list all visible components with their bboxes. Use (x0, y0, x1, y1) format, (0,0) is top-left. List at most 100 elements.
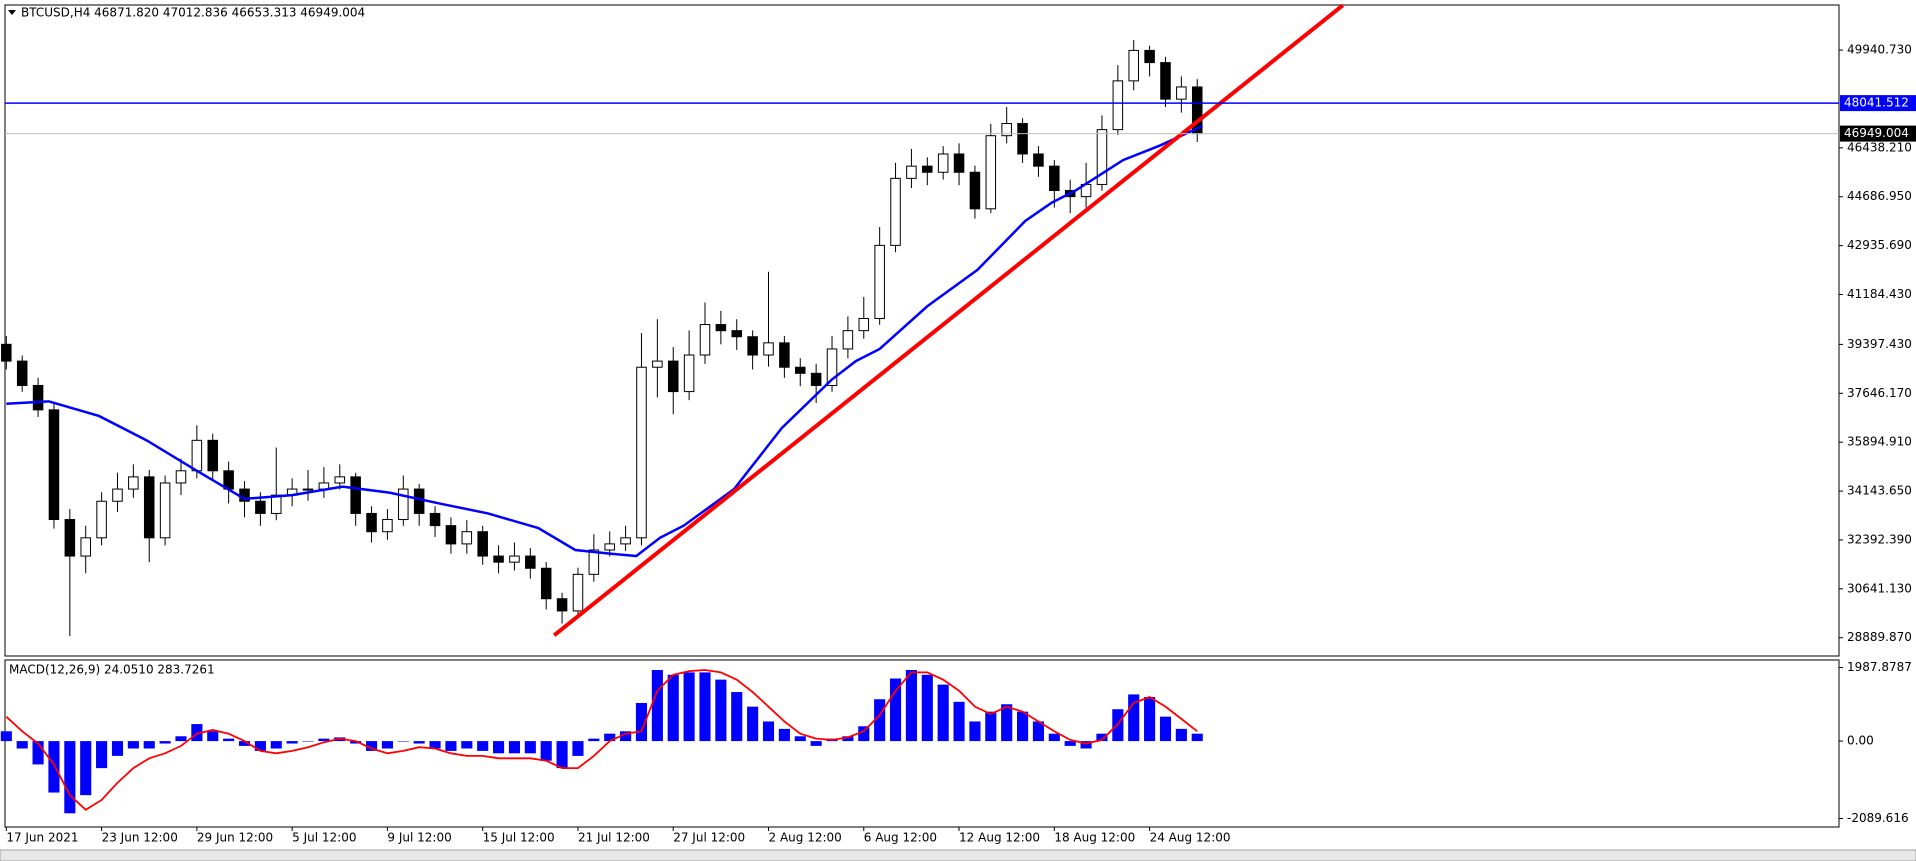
main-panel-frame (4, 4, 1840, 657)
macd-signal (5, 669, 1198, 811)
candle-body (191, 439, 203, 472)
candle-body (1, 343, 12, 362)
candle-body (493, 555, 504, 563)
candle-body (890, 177, 901, 246)
macd-title: MACD(12,26,9) 24.0510 283.7261 (9, 663, 215, 677)
macd-histogram-bar (810, 741, 822, 746)
candle-body (80, 537, 91, 557)
candle-body (572, 573, 584, 612)
candle-body (32, 384, 44, 411)
macd-histogram-bar (731, 692, 743, 742)
y-tick-label: 41184.430 (1847, 287, 1912, 301)
macd-histogram-bar (302, 741, 314, 742)
macd-histogram-bar (1032, 721, 1045, 742)
candle-body (366, 512, 377, 533)
candle-body (556, 598, 568, 612)
x-tick-label: 12 Aug 12:00 (959, 831, 1040, 845)
candle-body (429, 512, 441, 527)
macd-histogram-bar (540, 741, 552, 761)
x-tick-label: 17 Jun 2021 (6, 831, 78, 845)
candle-body (906, 165, 917, 179)
macd-histogram-bar (937, 684, 949, 742)
candle-body (1017, 123, 1028, 155)
macd-histogram-bar (286, 741, 298, 744)
macd-histogram-bar (556, 741, 568, 769)
macd-histogram-bar (159, 741, 171, 744)
macd-histogram-bar (1096, 733, 1108, 742)
menu-arrow[interactable] (8, 10, 16, 15)
macd-histogram-bar (985, 711, 997, 742)
candle-body (810, 372, 822, 386)
macd-histogram-bar (524, 741, 536, 754)
candle-body (715, 324, 727, 332)
candle-body (159, 482, 171, 539)
candle-body (922, 165, 933, 173)
macd-histogram-bar (223, 738, 235, 742)
y-tick-label: 39397.430 (1847, 337, 1912, 351)
candle-body (1176, 86, 1187, 100)
macd-histogram-bar (270, 741, 282, 749)
chart-title: BTCUSD,H4 46871.820 47012.836 46653.313 … (21, 6, 365, 20)
macd-histogram-bar (175, 736, 187, 742)
candle-body (255, 500, 266, 514)
macd-histogram-bar (0, 731, 12, 742)
candle-body (620, 537, 631, 545)
candle-body (794, 366, 806, 374)
candle-body (509, 555, 520, 563)
macd-histogram-bar (254, 741, 266, 751)
candle-body (128, 476, 139, 490)
macd-histogram-bar (1159, 716, 1172, 742)
y-tick-label: 46438.210 (1847, 140, 1912, 154)
price-label: 46949.004 (1844, 126, 1909, 140)
candle-body (763, 342, 774, 356)
candle-body (969, 171, 981, 210)
y-tick-label: 49940.730 (1847, 43, 1912, 57)
macd-histogram-bar (493, 741, 505, 754)
candle-body (826, 348, 838, 386)
macd-histogram-bar (350, 741, 362, 744)
y-tick-label: 30641.130 (1847, 581, 1912, 595)
symbol-tabs-bar[interactable] (0, 849, 1916, 861)
macd-panel-frame (4, 659, 1840, 828)
y-tick-label: -2089.616 (1847, 811, 1909, 825)
candle-body (1033, 153, 1044, 167)
macd-histogram-bar (874, 699, 886, 742)
macd-histogram-bar (429, 741, 441, 749)
candle-body (747, 336, 758, 356)
y-tick-label: 42935.690 (1847, 238, 1912, 252)
candle-body (540, 567, 552, 600)
candle-body (683, 354, 695, 393)
macd-histogram-bar (778, 728, 790, 742)
macd-histogram-bar (889, 678, 902, 742)
macd-histogram-bar (1144, 697, 1156, 742)
macd-histogram-bar (953, 701, 965, 742)
macd-histogram-bar (969, 721, 981, 742)
macd-histogram-bar (1191, 733, 1203, 742)
macd-histogram-bar (397, 741, 409, 742)
macd-histogram-bar (477, 741, 489, 751)
macd-histogram-bar (1064, 741, 1076, 746)
y-tick-label: 0.00 (1847, 734, 1874, 748)
macd-histogram-bar (64, 741, 76, 814)
price-label-box (1840, 95, 1916, 112)
macd-histogram-bar (445, 741, 457, 751)
candle-body (16, 360, 28, 386)
candle-body (413, 488, 425, 514)
x-tick-label: 29 Jun 12:00 (197, 831, 273, 845)
macd-histogram-bar (715, 679, 727, 742)
macd-histogram-bar (747, 706, 759, 742)
macd-histogram-bar (842, 736, 854, 742)
x-tick-label: 21 Jul 12:00 (578, 831, 650, 845)
x-tick-label: 18 Aug 12:00 (1054, 831, 1135, 845)
x-tick-label: 2 Aug 12:00 (769, 831, 842, 845)
macd-histogram-bar (604, 733, 616, 742)
macd-histogram-bar (1017, 711, 1029, 742)
y-tick-label: 37646.170 (1847, 386, 1912, 400)
candle-body (604, 543, 615, 551)
macd-histogram-bar (508, 741, 521, 754)
macd-histogram-bar (413, 741, 425, 744)
candle-body (1160, 62, 1171, 100)
macd-histogram-bar (143, 741, 155, 749)
